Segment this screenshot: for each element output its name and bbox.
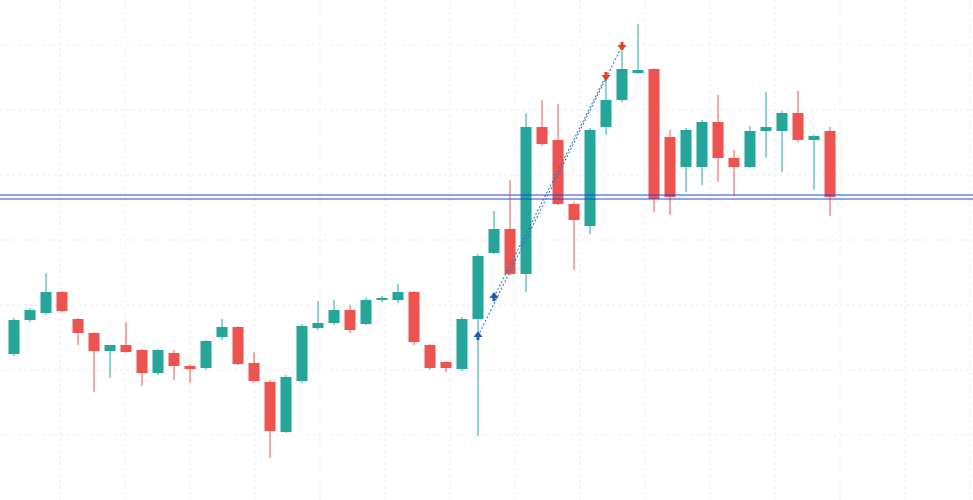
buy-marker bbox=[489, 292, 499, 301]
candle-body bbox=[632, 70, 644, 73]
candle-body bbox=[168, 353, 180, 366]
candle-body bbox=[248, 363, 260, 381]
candle-body bbox=[584, 130, 596, 226]
candle-body bbox=[776, 113, 788, 131]
candle-body bbox=[600, 100, 612, 127]
candle-body bbox=[120, 345, 132, 352]
candle-body bbox=[456, 319, 468, 369]
candle-body bbox=[488, 229, 500, 253]
candle-body bbox=[56, 292, 68, 311]
candle-body bbox=[552, 140, 564, 204]
candle-body bbox=[744, 131, 756, 167]
sell-marker bbox=[617, 42, 627, 51]
trade-line bbox=[477, 45, 623, 337]
candle-body bbox=[712, 122, 724, 158]
candle-body bbox=[808, 136, 820, 140]
candle-body bbox=[760, 127, 772, 131]
candle-body bbox=[344, 310, 356, 330]
candle-body bbox=[104, 345, 116, 351]
candle-body bbox=[280, 377, 292, 432]
candle-body bbox=[216, 327, 228, 337]
candle-body bbox=[88, 333, 100, 351]
candle-body bbox=[392, 292, 404, 300]
candle-body bbox=[72, 319, 84, 333]
candle-body bbox=[264, 382, 276, 431]
candle-body bbox=[312, 323, 324, 328]
candle-body bbox=[504, 229, 516, 274]
candle-body bbox=[696, 122, 708, 167]
candle-body bbox=[440, 362, 452, 368]
candle-body bbox=[408, 292, 420, 342]
candle-body bbox=[680, 130, 692, 167]
buy-marker bbox=[473, 331, 483, 340]
candle-body bbox=[328, 310, 340, 323]
candle-body bbox=[296, 326, 308, 381]
candle-body bbox=[536, 127, 548, 144]
candle-body bbox=[200, 341, 212, 368]
trade-line bbox=[493, 75, 607, 298]
candle-body bbox=[520, 127, 532, 274]
candle-body bbox=[568, 204, 580, 220]
candle-body bbox=[360, 300, 372, 324]
candle-body bbox=[616, 69, 628, 100]
candle-body bbox=[8, 320, 20, 354]
candle-body bbox=[472, 256, 484, 319]
candle-body bbox=[648, 69, 660, 199]
candle-body bbox=[824, 131, 836, 197]
candle-body bbox=[40, 292, 52, 313]
candle-body bbox=[24, 310, 36, 320]
candle-body bbox=[664, 137, 676, 197]
candle-body bbox=[136, 350, 148, 373]
candle-body bbox=[728, 158, 740, 167]
candle-body bbox=[152, 350, 164, 373]
candle-body bbox=[792, 113, 804, 140]
candle-body bbox=[184, 366, 196, 369]
candle-body bbox=[232, 327, 244, 364]
candle-body bbox=[376, 298, 388, 300]
sell-marker bbox=[601, 72, 611, 81]
candle-body bbox=[424, 345, 436, 368]
